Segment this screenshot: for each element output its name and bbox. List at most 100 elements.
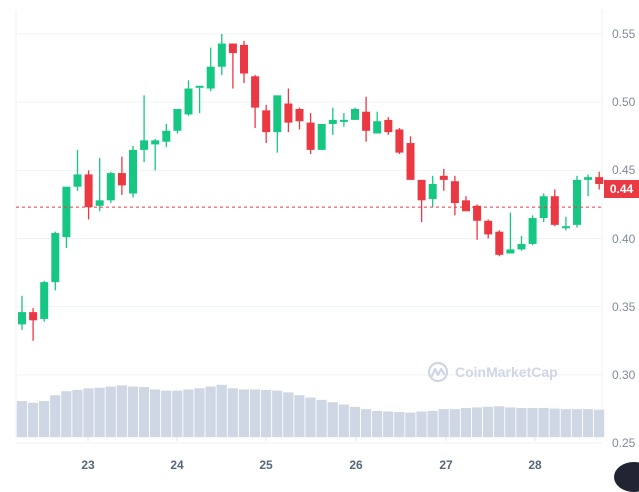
candle — [339, 113, 348, 127]
volume-bar — [283, 392, 294, 437]
x-tick-label: 23 — [81, 458, 95, 472]
volume-bar — [349, 406, 360, 437]
volume-bar — [471, 407, 483, 437]
volume-bar — [205, 386, 216, 437]
volume-bar — [405, 412, 416, 437]
candlestick-chart — [15, 10, 605, 444]
candles — [18, 34, 604, 341]
volume-bar — [116, 385, 127, 437]
y-tick-label: 0.25 — [612, 436, 636, 450]
x-tick-label: 27 — [439, 458, 453, 472]
volume-bar — [27, 402, 39, 437]
volume-bar — [216, 384, 227, 437]
candle — [73, 149, 82, 191]
candle — [51, 231, 60, 291]
volume-bar — [494, 406, 505, 437]
y-tick-label: 0.40 — [612, 231, 636, 246]
volume-bar — [460, 408, 471, 437]
volume-bar — [172, 390, 183, 437]
volume-bar — [72, 390, 83, 437]
volume-bar — [127, 386, 138, 437]
candle — [428, 175, 437, 208]
candle — [151, 138, 160, 171]
volume-bar — [449, 409, 460, 437]
watermark: CoinMarketCap — [427, 361, 558, 383]
volume-bar — [549, 408, 560, 437]
candle — [217, 34, 226, 75]
candle — [262, 104, 271, 144]
candle — [106, 171, 115, 204]
volume-bar — [16, 401, 27, 437]
volume-bars — [16, 384, 605, 437]
candle — [195, 85, 204, 114]
candle — [140, 95, 149, 163]
candle — [539, 193, 548, 223]
corner-decoration — [614, 462, 639, 492]
current-price-badge: 0.44 — [604, 180, 639, 198]
candle — [295, 107, 304, 130]
candle — [473, 204, 482, 240]
candle — [417, 179, 426, 223]
volume-bar — [582, 409, 594, 437]
volume-bar — [416, 411, 427, 437]
candle — [240, 40, 248, 84]
volume-bar — [83, 388, 94, 437]
candle — [406, 136, 415, 180]
volume-bar — [105, 386, 116, 437]
volume-bar — [527, 408, 538, 437]
candle — [462, 196, 470, 212]
volume-bar — [560, 409, 571, 437]
volume-bar — [272, 390, 283, 437]
candle — [450, 175, 459, 216]
candle — [62, 186, 71, 249]
volume-bar — [338, 404, 349, 437]
candle — [561, 216, 570, 231]
candle — [95, 158, 104, 212]
candle — [317, 123, 326, 150]
x-tick-label: 24 — [170, 458, 184, 472]
candle — [206, 47, 215, 92]
y-tick-label: 0.50 — [612, 95, 636, 110]
volume-bar — [39, 401, 50, 437]
candle — [117, 156, 126, 195]
candle — [40, 280, 49, 322]
candle — [362, 96, 371, 142]
volume-bar — [360, 409, 372, 437]
volume-bar — [505, 407, 516, 437]
candle — [129, 145, 137, 198]
candle — [306, 113, 315, 154]
candle — [29, 308, 38, 341]
volume-bar — [94, 387, 105, 437]
volume-bar — [571, 409, 582, 437]
candle — [384, 117, 393, 135]
candle — [284, 88, 293, 133]
candle — [251, 74, 260, 129]
volume-bar — [483, 406, 494, 437]
candle — [328, 107, 337, 135]
volume-bar — [50, 395, 61, 437]
volume-bar — [316, 399, 327, 437]
candle — [228, 43, 237, 89]
coinmarketcap-logo-icon — [427, 361, 449, 383]
volume-bar — [294, 395, 305, 437]
volume-bar — [372, 410, 383, 437]
candle — [595, 171, 604, 190]
candle — [351, 107, 359, 120]
x-tick-label: 25 — [259, 458, 273, 472]
volume-bar — [427, 410, 438, 437]
volume-bar — [383, 411, 394, 437]
candle — [495, 230, 504, 257]
y-tick-label: 0.55 — [612, 27, 636, 41]
watermark-text: CoinMarketCap — [455, 364, 558, 380]
candle — [439, 168, 448, 191]
volume-bar — [249, 389, 261, 437]
candle — [584, 174, 593, 197]
candle — [162, 123, 171, 148]
volume-bar — [183, 389, 194, 437]
volume-bar — [261, 390, 272, 437]
volume-bar — [538, 408, 549, 437]
volume-bar — [61, 391, 72, 437]
volume-bar — [194, 388, 205, 437]
y-tick-label: 0.30 — [612, 367, 636, 382]
volume-bar — [138, 387, 150, 437]
